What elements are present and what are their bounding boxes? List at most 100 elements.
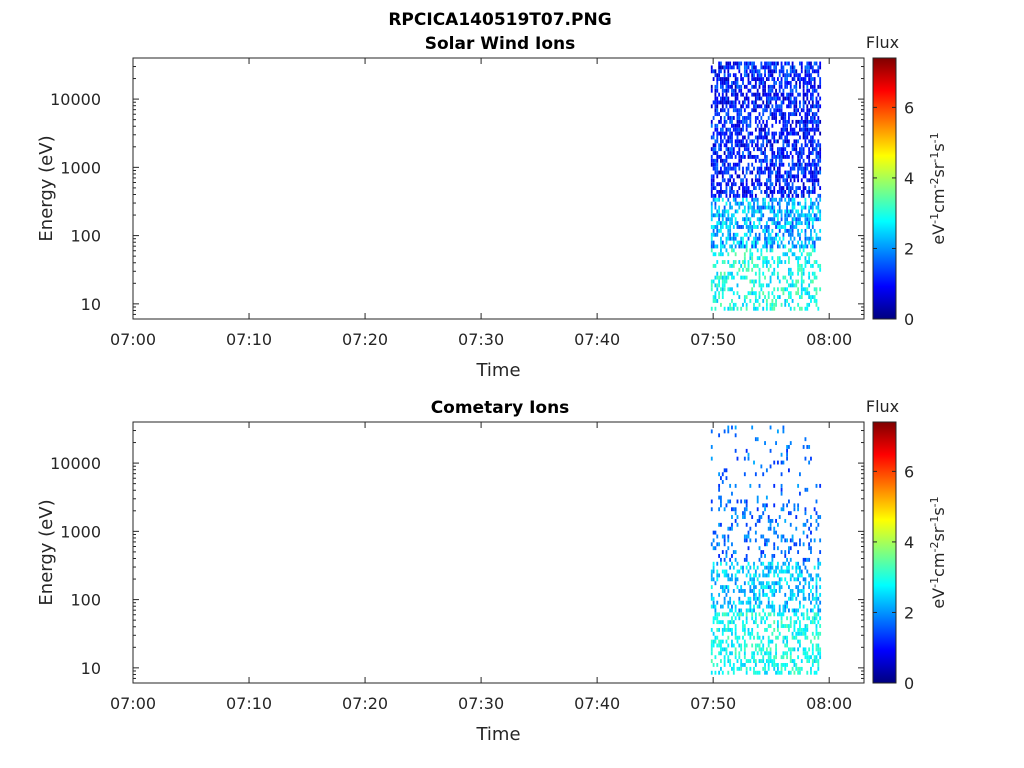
spectrogram-cell <box>797 608 800 613</box>
spectrogram-cell <box>819 228 822 233</box>
spectrogram-cell <box>778 244 781 249</box>
spectrogram-cell <box>819 483 822 488</box>
spectrogram-cell <box>736 81 739 85</box>
spectrogram-cell <box>789 670 792 675</box>
spectrogram-cell <box>732 127 735 132</box>
spectrogram-cell <box>776 166 779 171</box>
spectrogram-cell <box>764 651 766 656</box>
spectrogram-cell <box>767 604 770 609</box>
spectrogram-cell <box>819 193 822 198</box>
spectrogram-cell <box>773 546 776 551</box>
spectrogram-cell <box>776 620 779 625</box>
spectrogram-cell <box>817 92 820 97</box>
spectrogram-cell <box>727 225 730 229</box>
spectrogram-cell <box>810 600 812 605</box>
spectrogram-cell <box>810 201 812 206</box>
spectrogram-cell <box>788 193 790 198</box>
spectrogram-cell <box>788 267 790 272</box>
spectrogram-cell <box>764 190 766 194</box>
spectrogram-cell <box>710 627 713 632</box>
colorbar-tick-label: 6 <box>904 98 914 117</box>
spectrogram-cell <box>729 271 732 276</box>
spectrogram-cell <box>738 143 741 148</box>
spectrogram-cell <box>811 147 814 152</box>
spectrogram-cell <box>721 647 724 652</box>
spectrogram-cell <box>727 620 730 625</box>
spectrogram-cell <box>776 534 779 539</box>
spectrogram-cell <box>765 119 768 124</box>
spectrogram-cell <box>808 139 811 144</box>
spectrogram-cell <box>710 154 713 159</box>
spectrogram-cell <box>815 88 818 93</box>
spectrogram-cell <box>771 565 774 570</box>
spectrogram-cell <box>788 182 790 187</box>
spectrogram-cell <box>780 116 783 120</box>
spectrogram-cell <box>751 287 754 292</box>
spectrogram-cell <box>756 507 759 512</box>
y-tick-label: 10 <box>81 659 101 678</box>
spectrogram-cell <box>716 112 719 117</box>
spectrogram-cell <box>791 538 794 543</box>
spectrogram-cell <box>808 162 811 167</box>
spectrogram-cell <box>782 639 785 644</box>
spectrogram-cell <box>797 655 800 660</box>
spectrogram-cell <box>806 612 809 617</box>
spectrogram-cell <box>740 158 743 163</box>
spectrogram-cell <box>740 73 743 78</box>
spectrogram-cell <box>725 468 728 473</box>
spectrogram-cell <box>811 190 814 194</box>
spectrogram-cell <box>720 221 722 226</box>
spectrogram-cell <box>804 77 807 82</box>
spectrogram-cell <box>776 178 779 183</box>
spectrogram-cell <box>751 190 754 194</box>
spectrogram-cell <box>736 209 739 214</box>
spectrogram-cell <box>720 585 722 590</box>
spectrogram-cell <box>754 271 757 276</box>
spectrogram-cell <box>760 151 763 155</box>
spectrogram-cell <box>749 69 752 74</box>
spectrogram-cell <box>764 585 766 590</box>
spectrogram-cell <box>815 589 818 593</box>
spectrogram-cell <box>795 84 798 89</box>
spectrogram-cell <box>762 127 765 132</box>
spectrogram-cell <box>771 518 774 523</box>
spectrogram-cell <box>754 84 757 89</box>
spectrogram-cell <box>799 112 801 117</box>
spectrogram-cell <box>754 108 757 113</box>
spectrogram-cell <box>745 616 748 621</box>
spectrogram-cell <box>729 205 732 210</box>
spectrogram-cell <box>725 127 728 132</box>
spectrogram-cell <box>810 119 812 124</box>
spectrogram-cell <box>743 515 746 519</box>
spectrogram-cell <box>749 631 752 636</box>
spectrogram-cell <box>740 663 743 667</box>
spectrogram-cell <box>727 69 730 74</box>
spectrogram-cell <box>782 244 785 249</box>
spectrogram-cell <box>710 445 713 449</box>
spectrogram-cell <box>742 193 744 198</box>
spectrogram-cell <box>782 534 785 539</box>
spectrogram-cell <box>729 151 732 155</box>
spectrogram-cell <box>815 236 818 241</box>
spectrogram-cell <box>811 65 814 70</box>
spectrogram-cell <box>775 162 777 167</box>
spectrogram-cell <box>723 655 726 660</box>
spectrogram-cell <box>813 507 816 512</box>
spectrogram-cell <box>771 201 774 206</box>
spectrogram-cell <box>810 228 812 233</box>
spectrogram-cell <box>810 77 812 82</box>
spectrogram-cell <box>776 565 779 570</box>
spectrogram-cell <box>793 213 796 218</box>
spectrogram-cell <box>765 542 768 547</box>
spectrogram-cell <box>743 624 746 628</box>
spectrogram-cell <box>765 468 768 473</box>
spectrogram-cell <box>788 81 790 85</box>
spectrogram-cell <box>765 248 768 253</box>
spectrogram-cell <box>806 670 809 675</box>
spectrogram-cell <box>767 515 770 519</box>
spectrogram-cell <box>815 119 818 124</box>
spectrogram-cell <box>756 248 759 253</box>
spectrogram-cell <box>710 283 713 288</box>
spectrogram-cell <box>745 116 748 120</box>
spectrogram-cell <box>721 279 724 284</box>
